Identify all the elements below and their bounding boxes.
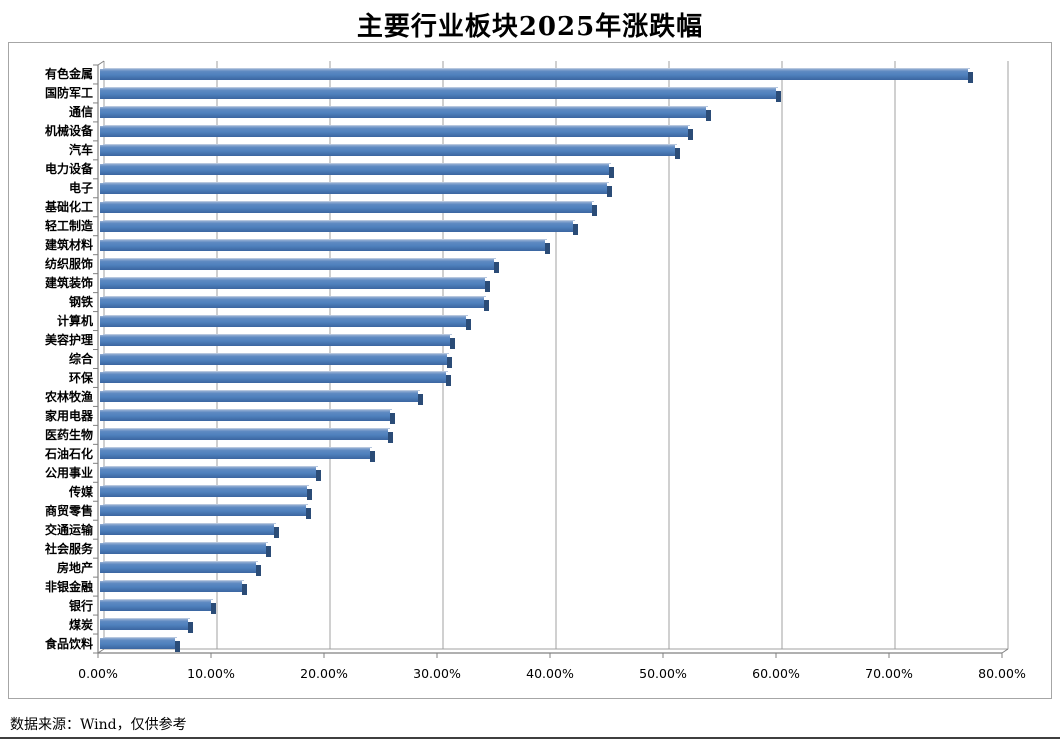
x-tick-label: 70.00% [865,666,913,681]
bar-机械设备 [100,124,693,140]
category-label: 建筑材料 [44,238,93,253]
bar-钢铁 [100,295,490,311]
bar-通信 [100,105,711,121]
data-source-note: 数据来源：Wind，仅供参考 [10,717,187,733]
category-label: 农林牧渔 [44,389,93,404]
category-label: 汽车 [68,143,93,158]
bar-农林牧渔 [100,390,423,406]
corner-bottom-left [97,648,105,654]
bar-商贸零售 [100,504,311,520]
category-label: 房地产 [56,560,93,575]
bar-美容护理 [100,333,456,349]
bottom-divider [0,737,1060,739]
bar-煤炭 [100,618,194,634]
bar-综合 [100,352,452,368]
bar-非银金融 [100,580,248,596]
category-label: 煤炭 [68,617,93,632]
chart-area: 有色金属国防军工通信机械设备汽车电力设备电子基础化工轻工制造建筑材料纺织服饰建筑… [8,42,1052,699]
category-label: 机械设备 [44,124,93,139]
bar-纺织服饰 [100,257,500,273]
x-tick-label: 10.00% [187,666,235,681]
category-label: 电力设备 [44,162,93,177]
bar-轻工制造 [100,219,579,235]
category-label: 银行 [68,598,93,613]
category-label: 通信 [68,105,93,120]
x-tick-label: 60.00% [752,666,800,681]
category-label: 美容护理 [44,333,93,348]
bar-食品饮料 [100,637,180,653]
bar-家用电器 [100,409,396,425]
bar-房地产 [100,561,261,577]
x-tick-label: 80.00% [978,666,1026,681]
bar-建筑材料 [100,238,551,254]
category-label: 公用事业 [44,465,93,480]
category-label: 环保 [68,370,93,385]
bar-建筑装饰 [100,276,491,292]
category-label: 轻工制造 [44,219,93,234]
bar-银行 [100,599,216,615]
x-tick-label: 40.00% [526,666,574,681]
bar-公用事业 [100,466,321,482]
bar-环保 [100,371,451,387]
bar-交通运输 [100,523,280,539]
category-label: 纺织服饰 [44,257,93,272]
corner-top [97,60,105,66]
bar-医药生物 [100,428,394,444]
category-label: 社会服务 [44,541,93,556]
x-tick-label: 30.00% [413,666,461,681]
category-label: 非银金融 [44,579,93,594]
bar-基础化工 [100,200,597,216]
bar-国防军工 [100,86,781,102]
x-tick-label: 50.00% [639,666,687,681]
category-label: 国防军工 [44,86,93,101]
category-label: 有色金属 [44,67,93,82]
category-label: 交通运输 [44,522,93,537]
category-label: 基础化工 [44,200,93,215]
bar-石油石化 [100,447,376,463]
bar-社会服务 [100,542,272,558]
category-label: 商贸零售 [44,503,93,518]
category-axis: 有色金属国防军工通信机械设备汽车电力设备电子基础化工轻工制造建筑材料纺织服饰建筑… [9,43,1051,698]
bar-传媒 [100,485,312,501]
category-label: 传媒 [68,484,93,499]
bar-电子 [100,181,613,197]
category-label: 建筑装饰 [44,276,93,291]
category-label: 石油石化 [44,446,93,461]
category-label: 家用电器 [44,408,93,423]
x-tick-label: 20.00% [300,666,348,681]
category-label: 计算机 [56,314,93,329]
bars-layer [9,43,1051,698]
corner-bottom-right [1001,648,1009,654]
chart-title: 主要行业板块2025年涨跌幅 [356,12,704,42]
category-label: 食品饮料 [44,636,93,651]
bar-汽车 [100,143,681,159]
category-label: 钢铁 [68,295,93,310]
plot-frame [93,60,1009,658]
bar-计算机 [100,314,472,330]
category-label: 医药生物 [44,427,93,442]
value-axis: 0.00% 10.00% 20.00% 30.00% 40.00% 50.00% 60.00… [9,43,1051,698]
bar-电力设备 [100,162,613,178]
category-label: 综合 [68,352,93,366]
bar-有色金属 [100,67,973,83]
x-tick-label: 0.00% [78,666,118,681]
category-label: 电子 [68,181,93,196]
